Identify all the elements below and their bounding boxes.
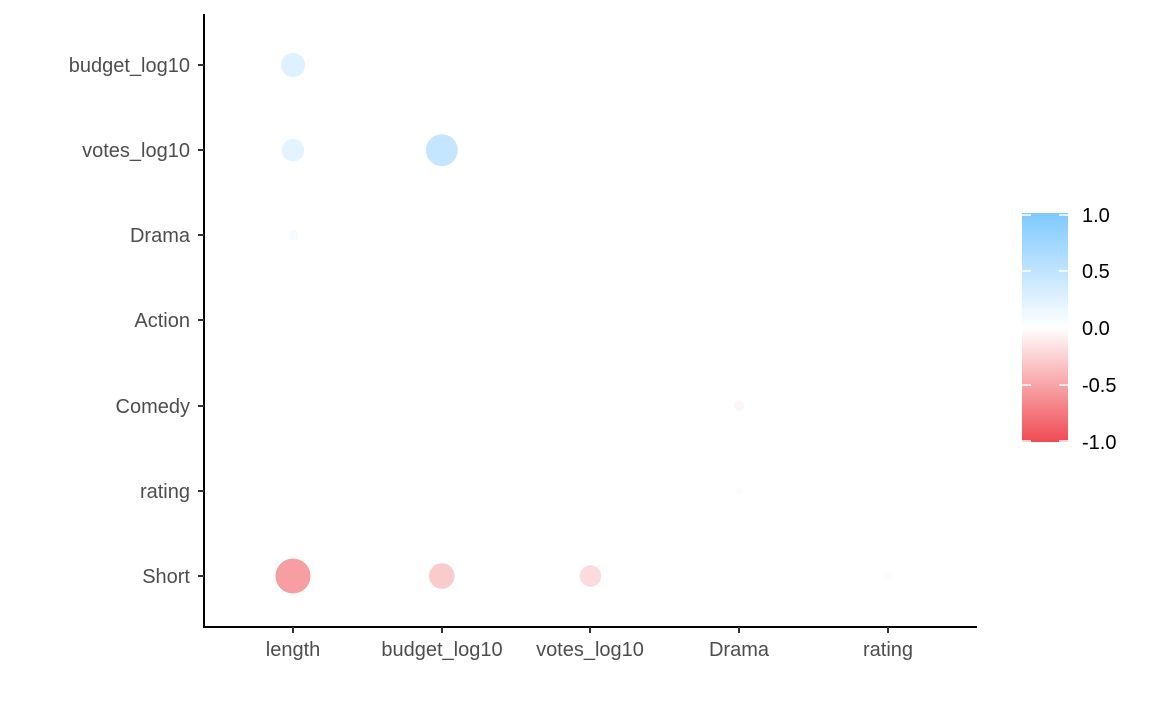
points-layer (275, 52, 893, 594)
x-tick-label: budget_log10 (381, 639, 502, 661)
x-tick-label: votes_log10 (536, 639, 644, 661)
legend-tick-label: 1.0 (1082, 205, 1110, 227)
y-tick-label: budget_log10 (69, 55, 190, 77)
y-tick-label: Short (142, 566, 190, 588)
correlation-point (883, 571, 893, 581)
correlation-point (425, 134, 458, 167)
x-axis: length budget_log10 votes_log10 Drama ra… (266, 627, 913, 661)
x-tick-label: Drama (709, 639, 770, 661)
y-tick-label: rating (140, 481, 190, 503)
y-tick-label: votes_log10 (82, 140, 190, 162)
legend-tick-label: -1.0 (1082, 432, 1116, 454)
correlation-point (280, 52, 306, 78)
x-tick-label: length (266, 639, 321, 661)
correlation-point (735, 487, 743, 495)
correlation-point (275, 558, 311, 594)
legend-tick-label: -0.5 (1082, 375, 1116, 397)
legend-tick-label: 0.0 (1082, 318, 1110, 340)
correlation-point (281, 139, 305, 162)
y-tick-label: Action (134, 310, 190, 332)
correlation-point (438, 317, 446, 324)
correlation-point (734, 400, 745, 412)
y-tick-label: Drama (130, 225, 191, 247)
y-tick-label: Comedy (116, 396, 190, 418)
y-axis: budget_log10 votes_log10 Drama Action Co… (69, 55, 204, 588)
correlation-point (287, 230, 299, 241)
colorbar-legend: 1.0 0.5 0.0 -0.5 -1.0 (1022, 205, 1116, 454)
legend-tick-label: 0.5 (1082, 261, 1110, 283)
correlation-point (579, 565, 602, 587)
correlation-point (429, 563, 455, 589)
x-tick-label: rating (863, 639, 913, 661)
